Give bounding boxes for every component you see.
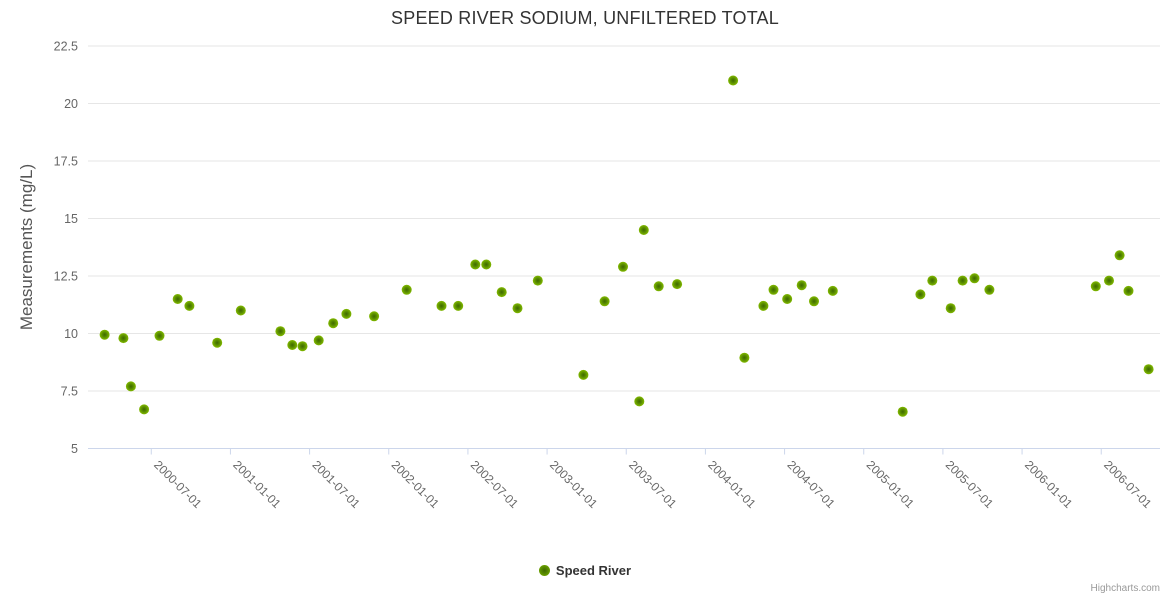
x-axis-label: 2006-01-01: [1022, 458, 1076, 512]
data-point[interactable]: [341, 308, 352, 319]
highcharts-credits-link[interactable]: Highcharts.com: [1090, 583, 1160, 594]
data-point[interactable]: [782, 294, 793, 304]
data-point[interactable]: [578, 369, 589, 380]
data-point[interactable]: [915, 289, 926, 300]
data-point[interactable]: [139, 404, 150, 415]
data-point[interactable]: [796, 280, 807, 291]
x-axis-label: 2004-01-01: [705, 458, 759, 512]
data-point[interactable]: [184, 300, 195, 311]
chart-title: SPEED RIVER SODIUM, UNFILTERED TOTAL: [391, 8, 779, 28]
legend[interactable]: Speed River: [0, 563, 1170, 578]
data-point[interactable]: [927, 275, 938, 286]
data-point[interactable]: [212, 337, 223, 348]
data-point[interactable]: [618, 261, 628, 272]
data-point[interactable]: [672, 279, 683, 290]
data-point[interactable]: [638, 225, 649, 235]
data-point[interactable]: [287, 340, 298, 350]
data-point[interactable]: [481, 259, 492, 270]
x-axis-label: 2000-07-01: [151, 458, 205, 512]
data-point[interactable]: [768, 284, 779, 295]
data-point[interactable]: [235, 305, 246, 316]
data-point[interactable]: [758, 300, 769, 311]
y-axis-label: 7.5: [61, 385, 78, 399]
data-point[interactable]: [1143, 364, 1154, 375]
data-point[interactable]: [328, 318, 339, 329]
y-axis-label: 20: [64, 97, 78, 111]
data-point[interactable]: [297, 341, 308, 352]
y-axis-label: 10: [64, 327, 78, 341]
x-axis-label: 2001-01-01: [230, 458, 284, 512]
data-point[interactable]: [532, 275, 543, 286]
data-point[interactable]: [154, 330, 165, 341]
data-point[interactable]: [969, 273, 980, 284]
data-point[interactable]: [401, 284, 412, 295]
data-point[interactable]: [897, 406, 908, 417]
x-axis-label: 2005-07-01: [943, 458, 997, 512]
data-point[interactable]: [118, 333, 129, 344]
data-point[interactable]: [984, 284, 995, 295]
data-point[interactable]: [634, 396, 645, 407]
data-point[interactable]: [512, 303, 523, 314]
x-axis-label: 2004-07-01: [784, 458, 838, 512]
data-point[interactable]: [957, 275, 968, 286]
data-point[interactable]: [945, 303, 956, 314]
green-dot-icon: [538, 565, 550, 576]
data-point[interactable]: [1104, 275, 1114, 286]
x-axis-label: 2002-01-01: [389, 458, 443, 512]
y-axis-label: 22.5: [54, 40, 78, 54]
data-point[interactable]: [739, 352, 750, 363]
data-point[interactable]: [275, 326, 286, 337]
x-axis-label: 2003-01-01: [547, 458, 601, 512]
data-point[interactable]: [470, 259, 481, 270]
data-point[interactable]: [313, 335, 324, 346]
data-point[interactable]: [728, 75, 739, 86]
data-point[interactable]: [369, 311, 380, 322]
data-point[interactable]: [1123, 285, 1134, 296]
x-axis-label: 2006-07-01: [1101, 458, 1155, 512]
data-point[interactable]: [653, 281, 664, 292]
y-axis-label: 12.5: [54, 270, 78, 284]
data-point[interactable]: [453, 300, 464, 311]
data-point[interactable]: [1090, 281, 1101, 292]
legend-series-label: Speed River: [555, 563, 632, 578]
x-axis-label: 2002-07-01: [468, 458, 522, 512]
data-point[interactable]: [172, 294, 183, 304]
data-point[interactable]: [496, 287, 507, 298]
data-point[interactable]: [827, 285, 838, 296]
x-axis-label: 2001-07-01: [309, 458, 363, 512]
y-axis-label: 5: [71, 442, 78, 456]
data-point[interactable]: [125, 381, 136, 392]
y-axis-label: 15: [64, 212, 78, 226]
x-axis-label: 2005-01-01: [864, 458, 918, 512]
data-point[interactable]: [599, 296, 610, 307]
data-point[interactable]: [1114, 250, 1125, 261]
data-point[interactable]: [809, 296, 819, 307]
x-axis-label: 2003-07-01: [626, 458, 680, 512]
y-axis-label: 17.5: [54, 155, 78, 169]
data-point[interactable]: [436, 300, 447, 311]
data-point[interactable]: [99, 329, 110, 340]
